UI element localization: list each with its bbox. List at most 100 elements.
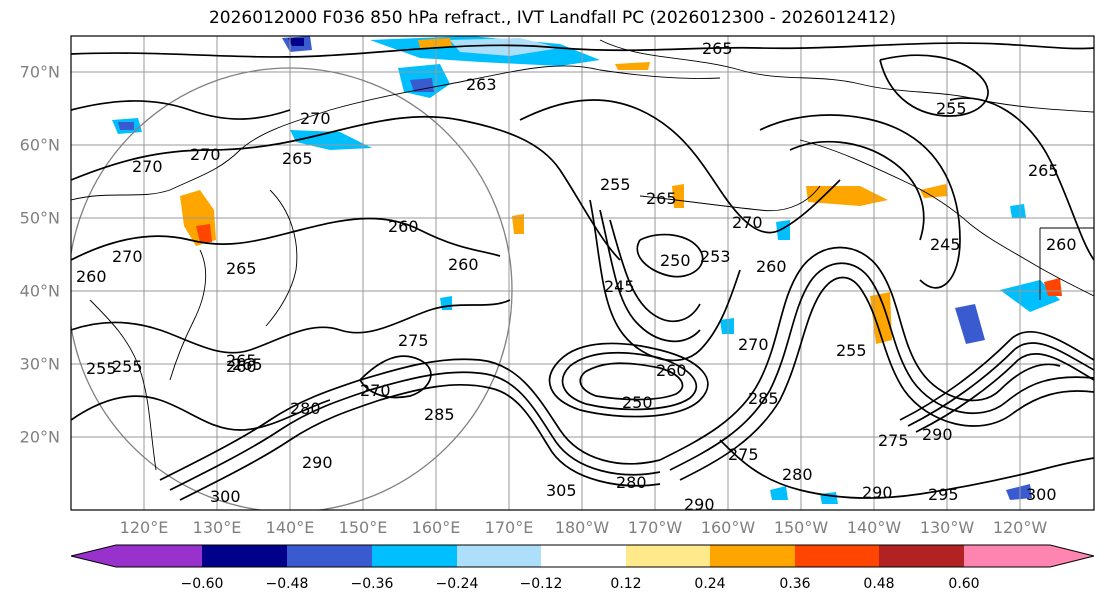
contour-label: 265 [1028, 161, 1059, 180]
contour-label: 275 [878, 431, 909, 450]
contour-label: 270 [190, 145, 221, 164]
contour-label: 275 [398, 331, 429, 350]
shade-patch [512, 214, 524, 234]
coastlines [71, 39, 1094, 471]
lat-label: 60°N [19, 135, 60, 155]
contour-label: 250 [660, 251, 691, 270]
refractivity-contours [71, 42, 1094, 501]
colorbar-segment [795, 545, 879, 567]
range-circle [71, 67, 513, 510]
lat-label: 40°N [19, 281, 60, 301]
coastline [639, 185, 821, 212]
contour-label: 280 [782, 465, 813, 484]
contour-label: 255 [600, 175, 631, 194]
contour-line [659, 246, 1061, 461]
colorbar-segment [457, 545, 541, 567]
shade-patch [1000, 280, 1060, 312]
contour-label: 260 [656, 361, 687, 380]
contour-label: 265 [232, 355, 263, 374]
contour-line [71, 217, 501, 261]
map-panel: 265 270 270 265 263 255 265 270 270 265 … [71, 36, 1094, 510]
contour-label: 260 [1046, 235, 1077, 254]
contour-line [759, 114, 961, 289]
contour-label: 280 [290, 399, 321, 418]
coastline [799, 139, 1094, 297]
colorbar-segment [964, 545, 1050, 567]
contour-label: 270 [112, 247, 143, 266]
shade-patch [196, 224, 212, 242]
contour-label: 270 [300, 109, 331, 128]
contour-line [71, 299, 511, 354]
coastline [169, 249, 207, 381]
shade-patch [440, 296, 452, 310]
colorbar-tick-label: −0.12 [519, 576, 563, 592]
contour-label: 255 [112, 357, 143, 376]
contour-line [159, 358, 661, 481]
shade-patch [920, 184, 948, 198]
contour-label: 290 [862, 483, 893, 502]
shade-patch [720, 318, 734, 334]
contour-label: 270 [732, 213, 763, 232]
contour-label: 260 [448, 255, 479, 274]
contour-line [519, 99, 841, 234]
shade-patch [410, 78, 434, 92]
colorbar-tick-label: 0.36 [779, 576, 811, 592]
contour-label: 285 [424, 405, 455, 424]
contour-label: 300 [1026, 485, 1057, 504]
shade-patch [806, 186, 888, 206]
contour-line [789, 140, 925, 241]
colorbar-segment [541, 545, 626, 567]
contour-line [71, 115, 621, 261]
contour-label: 280 [616, 473, 647, 492]
shade-patch [418, 38, 452, 48]
coastline [599, 39, 1094, 113]
coastline [71, 65, 721, 201]
colorbar-outline [70, 544, 1095, 568]
contour-line [169, 371, 661, 491]
colorbar-segment [710, 545, 795, 567]
contour-label: 260 [76, 267, 107, 286]
contour-label: 285 [748, 389, 779, 408]
lon-label: 140°E [265, 518, 315, 537]
colorbar-tick-label: −0.24 [435, 576, 479, 592]
contour-label: 295 [928, 485, 959, 504]
contour-label: 253 [700, 247, 731, 266]
contour-label: 245 [930, 235, 961, 254]
lon-label: 150°E [338, 518, 388, 537]
contour-label: 255 [86, 359, 117, 378]
lon-label: 140°W [846, 518, 902, 537]
contour-line [679, 276, 1094, 481]
colorbar-segment [626, 545, 710, 567]
colorbar-tick-label: −0.48 [265, 576, 309, 592]
lon-label: 170°E [484, 518, 534, 537]
contour-label: 275 [728, 445, 759, 464]
colorbar-tick-label: −0.60 [180, 576, 224, 592]
shade-patch [1010, 204, 1026, 218]
lat-label: 70°N [19, 62, 60, 82]
contour-label: 270 [738, 335, 769, 354]
contour-line [71, 42, 1094, 58]
contour-label: 260 [756, 257, 787, 276]
colorbar-extend-max [1050, 545, 1094, 567]
shade-patch [450, 38, 560, 56]
lat-label: 30°N [19, 354, 60, 374]
colorbar-tick-label: 0.12 [610, 576, 642, 592]
contour-label: 290 [302, 453, 333, 472]
colorbar-segment [287, 545, 372, 567]
contour-label: 260 [226, 357, 257, 376]
contour-label: 245 [604, 277, 635, 296]
contour-label: 255 [836, 341, 867, 360]
contour-line [548, 342, 709, 418]
contour-line [719, 439, 1094, 499]
lon-label: 130°E [192, 518, 242, 537]
shade-patch [770, 486, 788, 500]
contour-line [609, 219, 701, 323]
contour-line [915, 353, 1094, 433]
contour-label: 270 [360, 381, 391, 400]
contour-label: 263 [466, 75, 497, 94]
coastline [89, 299, 157, 471]
shade-patch [118, 122, 134, 130]
colorbar-tick-label: 0.48 [863, 576, 895, 592]
lon-label: 180°W [554, 518, 610, 537]
